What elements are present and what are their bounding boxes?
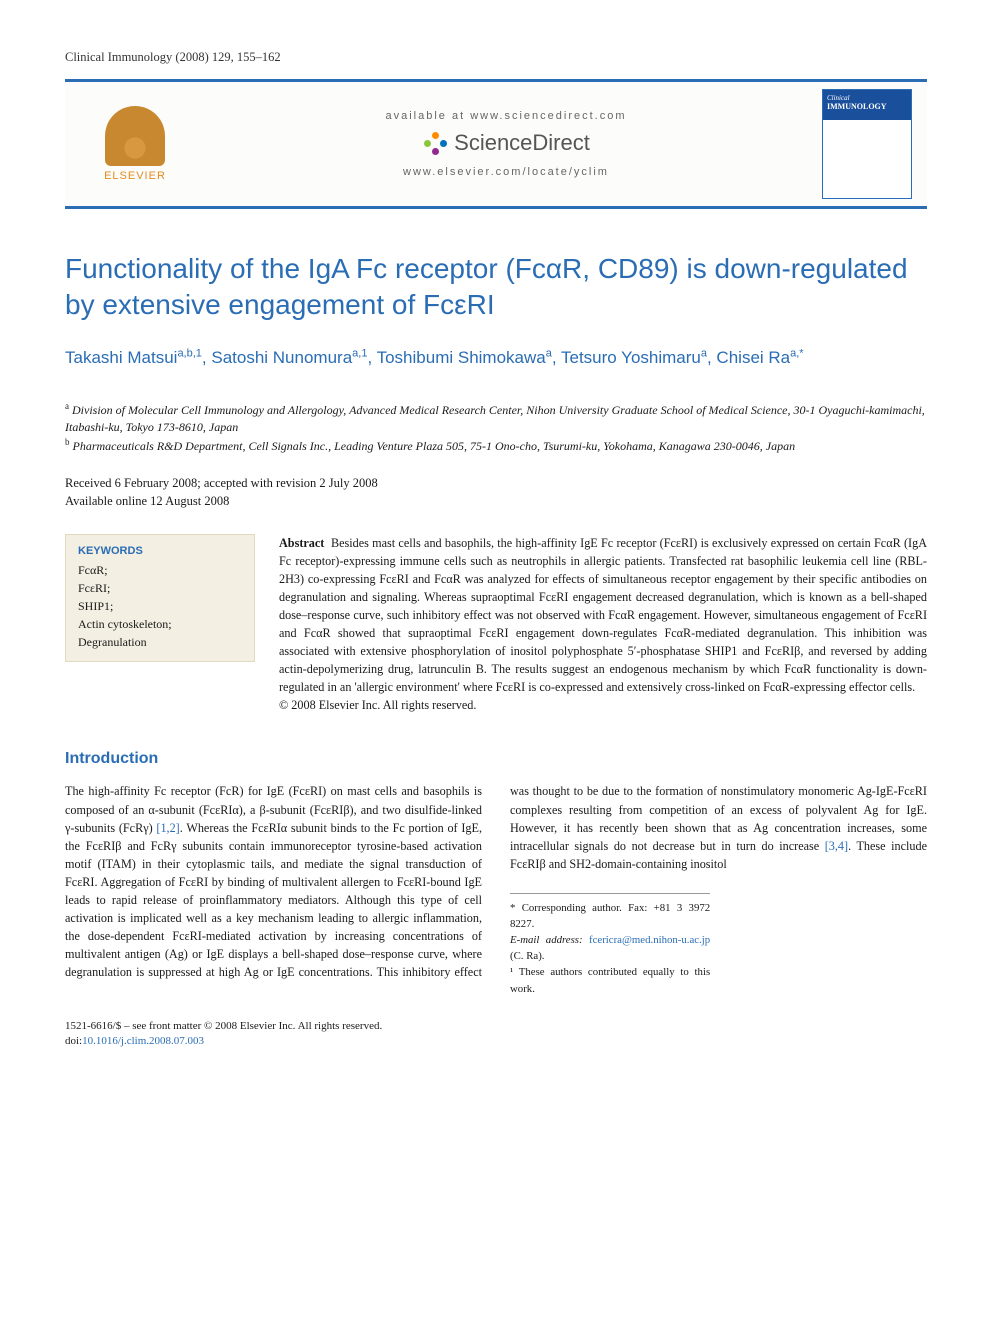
cover-thumb-block: Clinical IMMUNOLOGY — [807, 82, 927, 206]
ref-link-1-2[interactable]: [1,2] — [156, 821, 179, 835]
email-label: E-mail address: — [510, 934, 583, 946]
article-title: Functionality of the IgA Fc receptor (Fc… — [65, 251, 927, 324]
affiliation-b: b Pharmaceuticals R&D Department, Cell S… — [65, 436, 927, 455]
journal-header: Clinical Immunology (2008) 129, 155–162 — [65, 50, 927, 65]
copyright-footer: 1521-6616/$ – see front matter © 2008 El… — [65, 1019, 927, 1050]
email-line: E-mail address: fcericra@med.nihon-u.ac.… — [510, 932, 710, 964]
article-dates: Received 6 February 2008; accepted with … — [65, 474, 927, 510]
authors-line: Takashi Matsuia,b,1, Satoshi Nunomuraa,1… — [65, 346, 927, 370]
front-matter-line: 1521-6616/$ – see front matter © 2008 El… — [65, 1019, 927, 1034]
introduction-section: Introduction The high-affinity Fc recept… — [65, 750, 927, 996]
keywords-box: KEYWORDS FcαR;FcεRI;SHIP1;Actin cytoskel… — [65, 534, 255, 662]
publisher-banner: ELSEVIER available at www.sciencedirect.… — [65, 79, 927, 209]
locate-url: www.elsevier.com/locate/yclim — [403, 166, 609, 178]
email-link[interactable]: fcericra@med.nihon-u.ac.jp — [589, 934, 710, 946]
page-container: Clinical Immunology (2008) 129, 155–162 … — [0, 0, 992, 1090]
ref-link-3-4[interactable]: [3,4] — [825, 839, 848, 853]
elsevier-logo-block: ELSEVIER — [65, 82, 205, 206]
doi-label: doi: — [65, 1035, 82, 1047]
keywords-heading: KEYWORDS — [78, 545, 242, 557]
corresponding-author-note: * Corresponding author. Fax: +81 3 3972 … — [510, 900, 710, 932]
equal-contribution-note: ¹ These authors contributed equally to t… — [510, 964, 710, 996]
elsevier-logo: ELSEVIER — [104, 106, 166, 182]
abstract-copyright: © 2008 Elsevier Inc. All rights reserved… — [279, 698, 476, 712]
online-date: Available online 12 August 2008 — [65, 492, 927, 510]
abstract-label: Abstract — [279, 536, 324, 550]
abstract-body: Besides mast cells and basophils, the hi… — [279, 536, 927, 694]
cover-title: Clinical — [827, 94, 850, 102]
footnotes-block: * Corresponding author. Fax: +81 3 3972 … — [510, 893, 710, 997]
affiliations: a Division of Molecular Cell Immunology … — [65, 400, 927, 456]
intro-heading: Introduction — [65, 750, 927, 768]
elsevier-tree-icon — [105, 106, 165, 166]
sciencedirect-wordmark: ScienceDirect — [454, 130, 590, 156]
keywords-abstract-row: KEYWORDS FcαR;FcεRI;SHIP1;Actin cytoskel… — [65, 534, 927, 714]
keywords-list: FcαR;FcεRI;SHIP1;Actin cytoskeleton;Degr… — [78, 561, 242, 651]
available-at-text: available at www.sciencedirect.com — [385, 110, 626, 122]
cover-subtitle: IMMUNOLOGY — [827, 102, 887, 111]
banner-center: available at www.sciencedirect.com Scien… — [205, 82, 807, 206]
sciencedirect-logo: ScienceDirect — [422, 130, 590, 156]
elsevier-wordmark: ELSEVIER — [104, 170, 166, 182]
doi-link[interactable]: 10.1016/j.clim.2008.07.003 — [82, 1035, 204, 1047]
email-who: (C. Ra). — [510, 950, 544, 962]
received-date: Received 6 February 2008; accepted with … — [65, 474, 927, 492]
abstract-block: Abstract Besides mast cells and basophil… — [279, 534, 927, 714]
affiliation-a: a Division of Molecular Cell Immunology … — [65, 400, 927, 437]
journal-cover-thumbnail: Clinical IMMUNOLOGY — [822, 89, 912, 199]
sd-dots-icon — [422, 130, 448, 156]
doi-line: doi:10.1016/j.clim.2008.07.003 — [65, 1034, 927, 1049]
intro-body: The high-affinity Fc receptor (FcR) for … — [65, 782, 927, 996]
